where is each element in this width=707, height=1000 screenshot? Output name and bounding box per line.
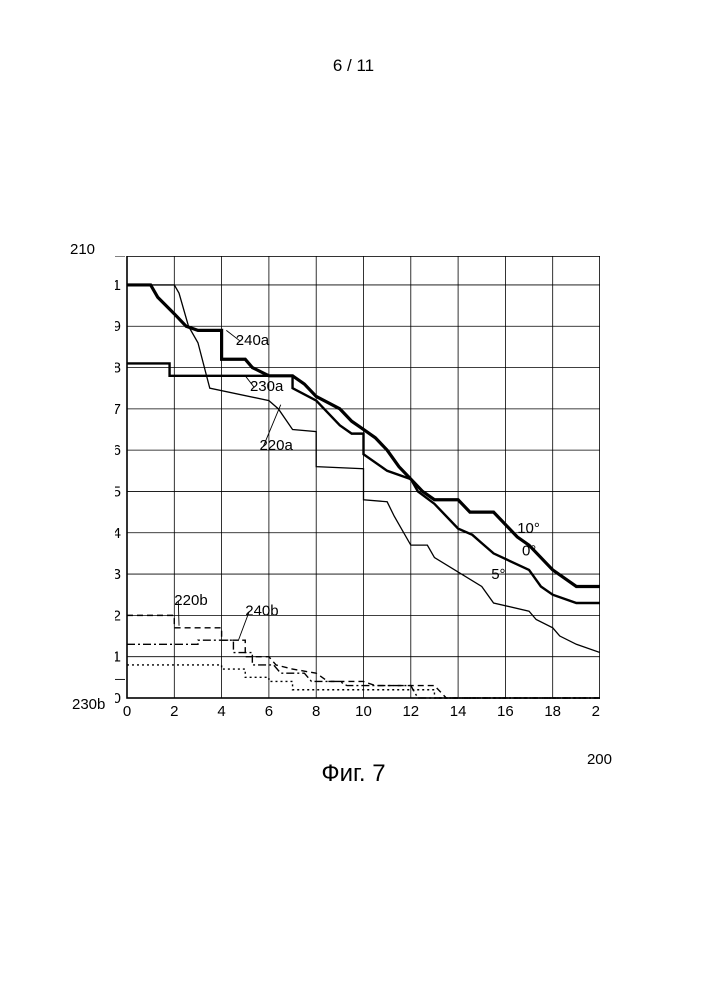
y-tick-label: 0.2 [115, 607, 121, 624]
y-tick-label: 0 [115, 690, 121, 707]
y-tick-label: 0.5 [115, 483, 121, 500]
y-tick-label: 0.6 [115, 442, 121, 459]
x-tick-label: 6 [265, 703, 273, 720]
x-tick-label: 12 [402, 703, 419, 720]
page: 6 / 11 210 200 230b 0246810121416182000.… [0, 0, 707, 1000]
y-tick-label: 0.1 [115, 649, 121, 666]
y-tick-label: 0.8 [115, 360, 121, 377]
series-ref-230b-outside: 230b [72, 696, 105, 713]
page-number: 6 / 11 [0, 56, 707, 76]
figure-caption: Фиг. 7 [0, 760, 707, 788]
annotation-label: 240a [236, 332, 270, 349]
x-tick-label: 0 [123, 703, 131, 720]
x-tick-label: 2 [170, 703, 178, 720]
annotation-label: 0° [522, 542, 536, 559]
x-tick-label: 4 [217, 703, 225, 720]
annotation-label: 5° [491, 566, 505, 583]
annotation-label: 220b [174, 592, 207, 609]
y-tick-label: 1 [115, 277, 121, 294]
x-tick-label: 8 [312, 703, 320, 720]
y-tick-label: 0.9 [115, 318, 121, 335]
x-tick-label: 16 [497, 703, 514, 720]
y-tick-label: 0.3 [115, 566, 121, 583]
y-tick-label: 0.4 [115, 525, 121, 542]
chart-container: 210 200 230b 0246810121416182000.10.20.3… [115, 256, 600, 726]
x-tick-label: 10 [355, 703, 372, 720]
annotation-label: 230a [250, 378, 284, 395]
annotation-label: 10° [517, 520, 540, 537]
y-axis-ref-label: 210 [70, 241, 95, 258]
x-tick-label: 18 [544, 703, 561, 720]
y-tick-label: 0.7 [115, 401, 121, 418]
chart-svg: 0 2 4 6 8 10 12 14 16 18 20 0 0.1 0.2 0.3 0.4 0.5 0.6 0.7 0… [115, 256, 600, 726]
annotation-label: 220a [259, 437, 293, 454]
x-tick-label: 20 [592, 703, 600, 720]
x-tick-label: 14 [450, 703, 467, 720]
annotation-label: 240b [245, 602, 278, 619]
